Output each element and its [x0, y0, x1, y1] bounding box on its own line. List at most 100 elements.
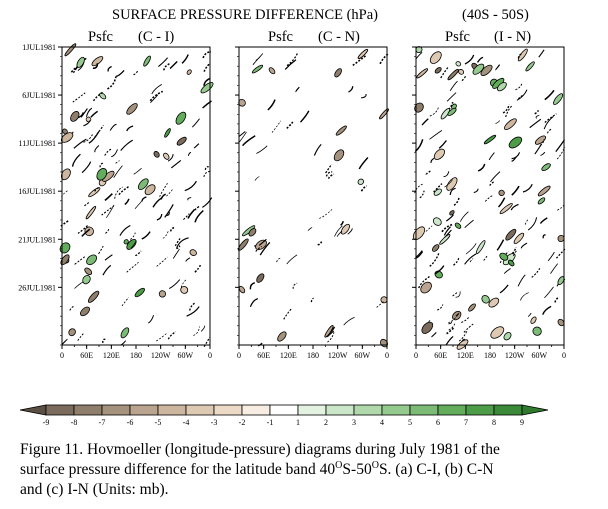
contour-line [94, 186, 100, 192]
contour-line [176, 237, 189, 249]
contour-line [483, 255, 488, 261]
contour-line [194, 210, 204, 223]
contour-line [529, 118, 542, 129]
contour-line [461, 74, 467, 82]
contour-line [550, 263, 559, 274]
contour-line [431, 332, 437, 338]
contour-line [443, 171, 450, 178]
contour-line [180, 278, 187, 288]
contour-line [292, 282, 298, 289]
colorbar-label: -9 [43, 418, 50, 427]
contour-line [151, 84, 163, 95]
contour-line [104, 254, 113, 261]
colorbar-label: 4 [380, 418, 384, 427]
contour-line [517, 274, 526, 287]
contour-line [90, 110, 99, 118]
contour-line [70, 66, 77, 73]
figure-subtitle: (40S - 50S) [462, 7, 529, 23]
contour-shading [59, 242, 71, 254]
colorbar-label: -1 [267, 418, 274, 427]
panel-subtitle: (C - I) [138, 29, 174, 45]
contour-shading [324, 325, 334, 338]
contour-line [156, 256, 168, 267]
panel-subtitle: (I - N) [494, 29, 531, 45]
contour-line [119, 224, 131, 236]
contour-shading [513, 232, 525, 245]
colorbar-swatch [325, 404, 355, 416]
contour-line [99, 162, 105, 168]
contour-shading [480, 64, 493, 77]
contour-shading [379, 108, 389, 120]
contour-line [193, 143, 200, 149]
contour-shading [490, 326, 505, 339]
contour-shading [488, 297, 500, 308]
contour-line [449, 80, 458, 91]
contour-line [544, 286, 554, 299]
contour-line [158, 57, 169, 68]
caption-line-1: Figure 11. Hovmoeller (longitude-pressur… [20, 441, 500, 458]
contour-line [166, 189, 173, 197]
panel-title: Psfc [88, 29, 113, 45]
contour-shading [255, 239, 267, 251]
contour-line [149, 90, 164, 102]
panel-title: Psfc [445, 29, 470, 45]
contour-line [538, 49, 545, 58]
panel-i-minus-n: Psfc (I - N) 0 60E 120E 180 120W 60W 0 [412, 29, 567, 360]
plot-frame [238, 46, 388, 346]
colorbar-label: 5 [408, 418, 412, 427]
contour-line [267, 99, 276, 111]
contour-shading [96, 168, 108, 181]
contour-line [83, 120, 91, 127]
colorbar-swatch [297, 404, 327, 416]
contour-line [256, 145, 268, 154]
contour-line [511, 156, 517, 162]
contour-line [163, 62, 171, 71]
contour-shading [498, 189, 505, 197]
x-tick-label: 180 [307, 351, 319, 360]
contour-shading [447, 69, 459, 81]
contour-line [102, 338, 107, 344]
contour-shading [164, 128, 171, 138]
contour-shading [238, 98, 246, 107]
contour-line [535, 115, 540, 119]
contour-shading [70, 111, 80, 122]
contour-line [72, 92, 86, 103]
contour-line [517, 53, 522, 59]
contour-shading [68, 328, 76, 337]
contour-line [200, 325, 206, 332]
contour-line [133, 167, 142, 175]
contour-shading [88, 187, 101, 198]
contour-shading [153, 150, 160, 158]
contour-shading [505, 228, 517, 241]
contour-line [187, 197, 192, 201]
contour-shading [534, 135, 547, 145]
contour-line [271, 120, 282, 133]
contour-line [130, 232, 136, 240]
colorbar-swatch [353, 404, 383, 416]
contour-line [511, 152, 521, 160]
contour-line [446, 326, 455, 335]
contour-line [546, 128, 552, 134]
colorbar-label: 6 [436, 418, 440, 427]
colorbar-swatch [213, 404, 243, 416]
contour-line [169, 60, 178, 70]
contour-shading [532, 326, 542, 336]
contour-line [187, 151, 192, 156]
contour-shading [449, 210, 455, 216]
contour-line [361, 93, 367, 99]
contour-line [202, 50, 212, 59]
x-tick-label: 120W [505, 351, 525, 360]
contour-line [194, 264, 202, 273]
contour-line [317, 241, 323, 246]
colorbar-right-extension [521, 404, 549, 416]
colorbar-swatch [493, 404, 523, 416]
contour-line [242, 135, 256, 147]
colorbar-label: 2 [324, 418, 328, 427]
contour-line [419, 190, 425, 199]
colorbar-swatch [269, 404, 299, 416]
contour-line [249, 282, 256, 290]
contour-line [252, 53, 264, 66]
contour-line [352, 55, 366, 66]
contour-shading [91, 56, 104, 67]
